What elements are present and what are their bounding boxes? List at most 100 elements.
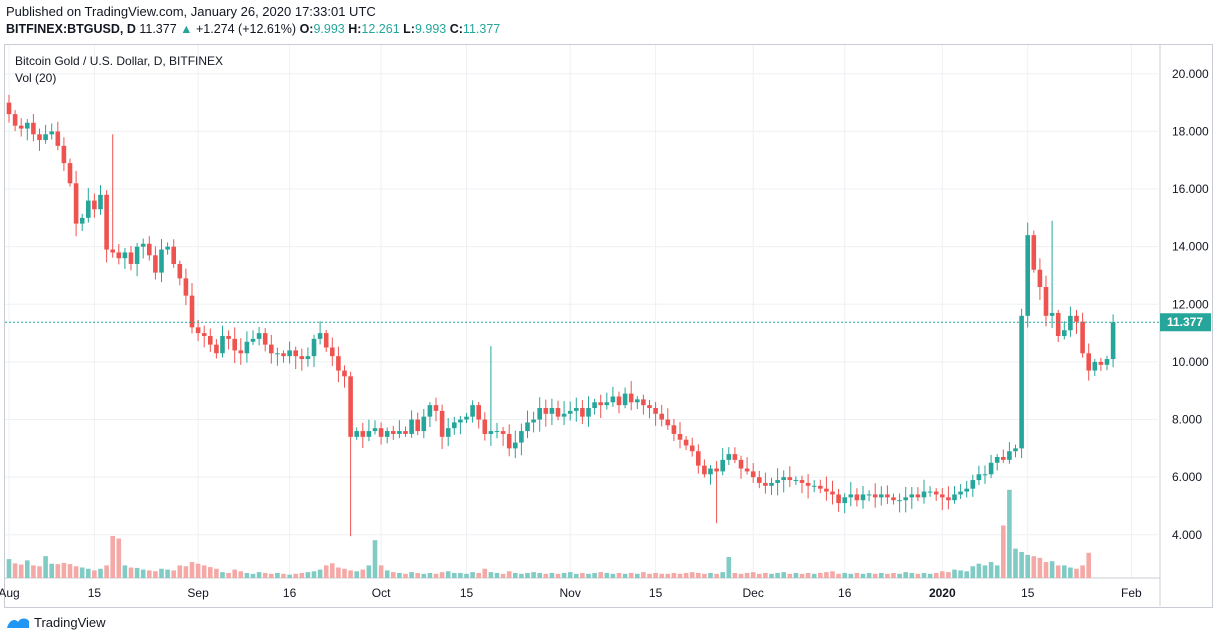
volume-bar	[110, 536, 115, 578]
volume-bar	[159, 568, 164, 578]
candle-body	[342, 370, 347, 377]
candle-body	[238, 350, 244, 354]
candle-body	[1043, 287, 1049, 316]
volume-bar	[439, 572, 445, 578]
volume-bar	[189, 562, 195, 578]
candle-body	[513, 442, 518, 449]
volume-bar	[1049, 561, 1055, 578]
candle-body	[250, 338, 256, 342]
candle-body	[506, 433, 512, 449]
volume-bar	[689, 572, 695, 578]
volume-bar	[1080, 565, 1085, 578]
x-tick-label: 15	[649, 586, 663, 600]
candle-body	[1098, 361, 1104, 365]
volume-bar	[409, 572, 414, 578]
candle-body	[37, 134, 42, 141]
candle-body	[433, 405, 439, 411]
y-tick-label: 20.000	[1172, 67, 1209, 81]
candle-body	[988, 462, 994, 475]
candle-body	[732, 454, 738, 460]
volume-bar	[360, 569, 366, 578]
volume-legend: Vol (20)	[15, 71, 57, 85]
volume-bar	[67, 564, 73, 578]
volume-bar	[958, 570, 963, 578]
volume-bar	[384, 570, 390, 578]
candle-body	[982, 474, 988, 476]
candle-body	[580, 408, 585, 417]
volume-bar	[452, 572, 457, 578]
change-value: +1.274 (+12.61%)	[196, 22, 297, 36]
candle-body	[824, 488, 829, 492]
candle-body	[903, 497, 908, 501]
volume-bar	[574, 573, 579, 578]
candle-body	[330, 347, 335, 357]
candle-body	[452, 422, 457, 429]
volume-bar	[153, 571, 158, 578]
candle-body	[1055, 312, 1061, 336]
volume-bar	[805, 572, 811, 578]
high-value: 12.261	[361, 22, 400, 36]
candle-body	[842, 497, 847, 504]
volume-bar	[757, 573, 762, 578]
candle-body	[1037, 269, 1043, 288]
volume-bar	[73, 566, 79, 578]
candle-body	[915, 494, 921, 498]
candle-body	[769, 482, 774, 486]
volume-bar	[586, 573, 591, 578]
last-price-tag	[1160, 313, 1211, 332]
y-tick-label: 16.000	[1172, 182, 1209, 196]
candle-body	[860, 494, 866, 501]
volume-bar	[415, 572, 420, 578]
candle-body	[262, 333, 268, 345]
candle-body	[415, 419, 420, 432]
candle-body	[61, 145, 67, 164]
volume-bar	[470, 572, 475, 578]
candle-body	[214, 344, 219, 354]
candle-body	[665, 419, 671, 426]
volume-bar	[750, 572, 756, 578]
volume-bar	[842, 572, 847, 578]
candle-body	[628, 393, 634, 403]
candle-body	[73, 183, 79, 224]
candle-body	[86, 200, 91, 218]
candle-body	[610, 396, 616, 403]
candle-body	[92, 200, 97, 210]
volume-bar	[726, 557, 732, 578]
chart-frame[interactable]	[4, 44, 1213, 608]
candle-body	[378, 428, 384, 437]
candle-body	[1074, 315, 1079, 322]
candle-body	[110, 249, 115, 253]
candle-body	[128, 252, 134, 264]
volume-bar	[342, 568, 347, 578]
candle-body	[604, 402, 610, 406]
candle-body	[147, 243, 152, 256]
candle-body	[256, 333, 262, 339]
volume-bar	[482, 568, 488, 578]
candle-body	[830, 491, 835, 495]
volume-bar	[982, 565, 988, 578]
candle-body	[336, 356, 341, 371]
volume-bar	[317, 569, 323, 578]
volume-bar	[61, 562, 67, 578]
candle-body	[531, 419, 536, 423]
candle-body	[671, 425, 677, 434]
candle-body	[232, 338, 237, 351]
volume-bar	[281, 573, 286, 578]
candle-body	[738, 459, 744, 469]
candle-body	[1007, 451, 1012, 460]
volume-bar	[92, 570, 97, 578]
volume-bar	[336, 567, 341, 578]
volume-bar	[208, 567, 213, 578]
x-tick-label: 15	[88, 586, 102, 600]
volume-bar	[927, 573, 933, 578]
volume-bar	[854, 572, 860, 578]
candle-body	[464, 416, 469, 420]
volume-bar	[421, 573, 427, 578]
candle-body	[897, 500, 902, 502]
volume-bar	[427, 572, 433, 578]
candle-body	[976, 474, 982, 481]
volume-bar	[793, 572, 799, 578]
candle-body	[574, 408, 579, 411]
volume-bar	[1025, 554, 1030, 578]
